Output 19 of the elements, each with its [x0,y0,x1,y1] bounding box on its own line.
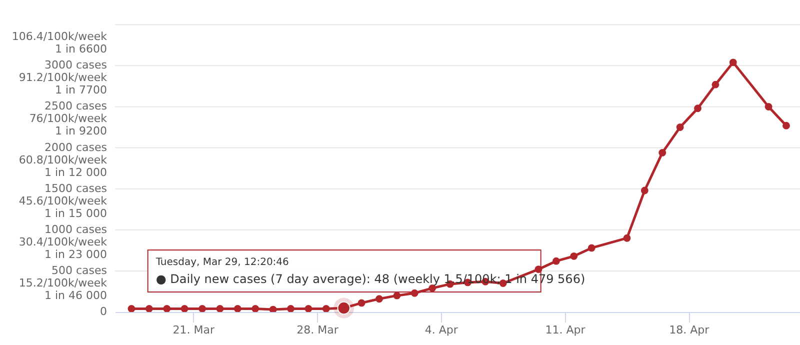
y-tick-label: 1500 cases [44,182,108,195]
x-tick-label: 18. Apr [669,324,710,336]
x-tick-label: 11. Apr [545,324,586,336]
x-tick-label: 4. Apr [424,324,458,336]
ref-line-label: 30.4/100k/week 1 in 23 000 [18,235,108,261]
ref-line-label: 106.4/100k/week 1 in 6600 [12,30,108,56]
y-tick-label: 2000 cases [44,140,108,154]
y-tick-label: 0 [100,305,107,318]
y-tick-label: 3000 cases [44,58,108,72]
x-tick-label: 21. Mar [172,324,216,336]
ref-line-label: 15.2/100k/week 1 in 46 000 [18,276,108,302]
y-tick-label: 2500 cases [44,100,108,113]
ref-line-label: 91.2/100k/week 1 in 7700 [18,71,108,97]
ref-line-label: 60.8/100k/week 1 in 12 000 [18,153,108,179]
x-tick-label: 28. Mar [296,324,339,336]
ref-line-label: 45.6/100k/week 1 in 15 000 [18,194,108,220]
y-tick-label: 1000 cases [44,222,108,236]
ref-line-label: 76/100k/week 1 in 9200 [29,112,108,138]
y-tick-label: 500 cases [51,264,108,277]
